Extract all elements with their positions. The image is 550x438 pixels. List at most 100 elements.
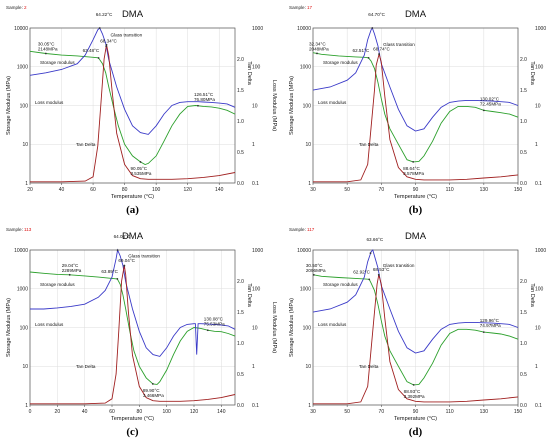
x-tick-label: 90 — [413, 409, 419, 415]
annotation-label: 30.05°C — [38, 41, 55, 46]
x-tick-label: 60 — [109, 409, 115, 415]
series-label: Tan Delta — [359, 142, 379, 147]
x-axis-label: Temperature (°C) — [394, 416, 437, 422]
grid-lines — [29, 27, 235, 184]
y-right1-axis-label: Loss Modulus (MPa) — [271, 80, 277, 131]
annotation-label: 68.53°C — [373, 267, 390, 272]
y-right1-tick-label: 0.1 — [252, 181, 259, 187]
y-right2-axis-label: Tan Delta — [246, 283, 252, 308]
annotation-marker — [123, 264, 126, 267]
x-tick-label: 140 — [215, 187, 224, 193]
annotation-marker — [369, 252, 372, 254]
y-right1-tick-label: 1000 — [535, 26, 546, 32]
x-tick-label: 130 — [480, 409, 489, 415]
y-right2-tick-label: 0.5 — [520, 372, 527, 378]
y-right1-tick-label: 100 — [252, 287, 261, 293]
annotation-label: 63.66°C — [367, 237, 384, 242]
annotation-label: 126.51°C — [194, 92, 214, 97]
y-right1-tick-label: 10 — [252, 103, 258, 109]
x-tick-label: 140 — [217, 409, 226, 415]
series-line-storage-modulus — [312, 274, 519, 386]
x-tick-label: 120 — [190, 409, 199, 415]
x-tick-label: 80 — [122, 187, 128, 193]
y-left-tick-label: 10 — [305, 364, 311, 370]
sample-label: Sample: — [289, 227, 306, 232]
y-left-tick-label: 100 — [303, 103, 312, 109]
annotation-label: 72.45MPa — [480, 101, 501, 106]
series-line-storage-modulus — [29, 50, 236, 165]
series-line-tan-delta — [313, 52, 519, 183]
x-tick-label: 40 — [59, 187, 65, 193]
x-tick-label: 150 — [514, 409, 523, 415]
annotation-marker — [371, 27, 374, 29]
annotation-marker — [367, 56, 370, 59]
y-left-axis-label: Storage Modulus (MPa) — [289, 298, 295, 357]
x-tick-label: 20 — [55, 409, 61, 415]
y-right1-tick-label: 100 — [252, 65, 261, 71]
annotation-label: 129.96°C — [480, 318, 500, 323]
y-left-axis-label: Storage Modulus (MPa) — [6, 298, 12, 357]
x-axis-label: Temperature (°C) — [111, 416, 154, 422]
y-right2-tick-label: 0.5 — [520, 150, 527, 156]
subfigure-label: (b) — [409, 204, 423, 216]
annotation-marker — [151, 383, 154, 385]
sample-value: 113 — [24, 227, 32, 232]
annotation-marker — [378, 53, 381, 56]
series-line-storage-modulus — [29, 271, 236, 385]
y-right1-tick-label: 1 — [535, 142, 538, 148]
x-tick-label: 80 — [137, 409, 143, 415]
y-left-tick-label: 1 — [308, 403, 311, 409]
y-left-tick-label: 10000 — [297, 248, 311, 254]
series-label: Tan Delta — [76, 364, 96, 369]
chart-title: DMA — [122, 231, 144, 242]
y-right1-tick-label: 1 — [252, 142, 255, 148]
plot-frame — [29, 249, 236, 406]
annotation-label: 76.80MPa — [194, 97, 215, 102]
y-left-tick-label: 1000 — [300, 65, 311, 71]
y-left-tick-label: 10 — [305, 142, 311, 148]
x-tick-label: 100 — [152, 187, 161, 193]
sample-value: 117 — [307, 227, 315, 232]
x-tick-label: 90 — [413, 187, 419, 193]
series-label: Storage modulus — [40, 282, 75, 287]
annotation-label: 64.08°C — [114, 234, 131, 239]
x-tick-label: 110 — [446, 187, 454, 193]
y-left-tick-label: 100 — [20, 103, 29, 109]
sample-label: Sample: — [289, 5, 306, 10]
annotation-label: 63.48°C — [83, 48, 100, 53]
annotation-marker — [139, 161, 142, 163]
x-tick-label: 50 — [344, 187, 350, 193]
subfigure-label: (a) — [126, 204, 139, 216]
y-right2-tick-label: 2.0 — [520, 279, 527, 285]
y-right2-axis-label: Tan Delta — [529, 283, 535, 308]
series-label: Storage modulus — [323, 282, 358, 287]
annotation-label: 68.74°C — [373, 46, 390, 51]
chart-title: DMA — [405, 231, 427, 242]
annotation-label: 62.51°C — [353, 48, 370, 53]
y-left-tick-label: 100 — [303, 325, 312, 331]
y-right1-tick-label: 10 — [252, 325, 258, 331]
plot-frame — [29, 27, 236, 184]
annotation-label: Glass transition — [383, 42, 415, 47]
subfigure-label: (d) — [409, 426, 423, 438]
annotation-marker — [197, 104, 199, 107]
y-left-tick-label: 10000 — [297, 26, 311, 32]
y-right1-tick-label: 1000 — [252, 26, 263, 32]
annotation-marker — [412, 161, 415, 163]
y-right1-axis-label: Loss Modulus (MPa) — [271, 302, 277, 353]
annotation-marker — [206, 329, 209, 332]
x-tick-label: 150 — [514, 187, 523, 193]
annotation-label: 75.53MPa — [204, 321, 225, 326]
series-line-tan-delta — [313, 274, 519, 405]
annotation-label: 130.08°C — [204, 316, 224, 321]
annotation-label: 69.04°C — [118, 258, 135, 263]
annotation-marker — [44, 52, 47, 55]
y-right1-tick-label: 1000 — [252, 248, 263, 254]
y-left-tick-label: 1000 — [300, 287, 311, 293]
y-right1-tick-label: 0.1 — [535, 403, 542, 409]
y-right2-tick-label: 1.5 — [237, 88, 244, 94]
x-tick-label: 0 — [29, 409, 32, 415]
series-label: Storage modulus — [40, 60, 75, 65]
